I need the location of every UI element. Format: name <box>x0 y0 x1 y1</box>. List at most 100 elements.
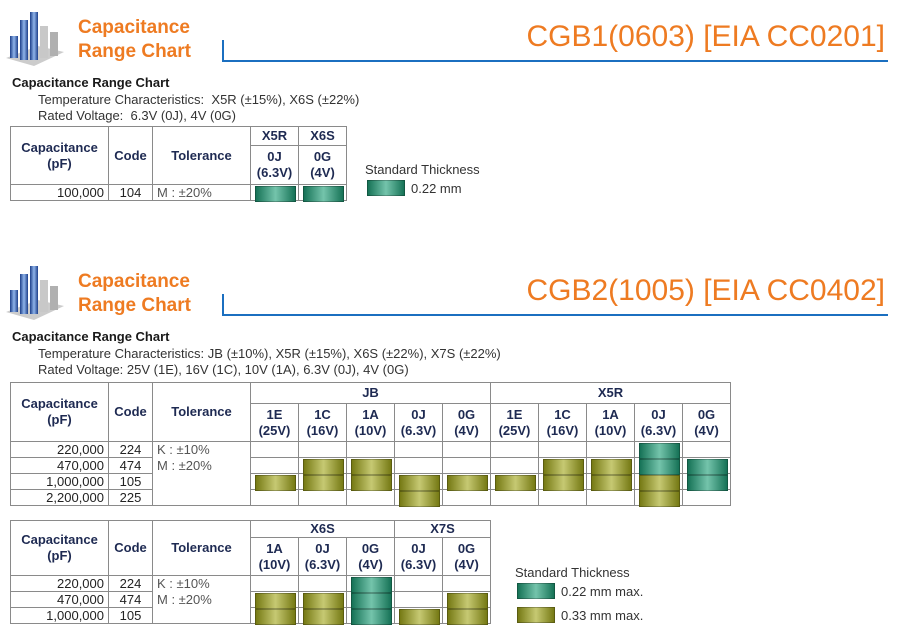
thickness-block <box>255 186 296 202</box>
range-cell <box>395 442 443 458</box>
group-header: X5R <box>491 383 731 404</box>
tolerance: K : ±10% <box>157 442 210 457</box>
rule-h <box>222 60 888 62</box>
temperature: Temperature Characteristics: JB (±10%), … <box>38 346 501 361</box>
range-cell <box>683 442 731 458</box>
voltage-header: 1C (16V) <box>539 404 587 442</box>
tolerance: M : ±20% <box>157 185 212 200</box>
rated-code: 1C <box>314 406 331 422</box>
capacitance: 220,000 <box>11 576 109 592</box>
thickness-block <box>303 186 344 202</box>
rated-voltage: (4V) <box>694 422 719 438</box>
voltage-header: 0J (6.3V) <box>395 404 443 442</box>
code: 225 <box>109 490 153 506</box>
thickness-block <box>255 593 296 609</box>
group-header: X5R <box>251 127 299 146</box>
capacitance: 470,000 <box>11 458 109 474</box>
header-capacitance: Capacitance (pF) <box>11 383 109 442</box>
header-code: Code <box>109 521 153 576</box>
thickness-block <box>303 593 344 609</box>
voltage-header: 0J (6.3V) <box>251 146 299 185</box>
rule-h <box>222 314 888 316</box>
legend-swatch <box>367 180 405 196</box>
rated-code: 1E <box>266 406 283 422</box>
icon <box>4 260 66 320</box>
legend-label: 0.22 mm <box>411 181 462 196</box>
rated-voltage: (6.3V) <box>400 556 437 572</box>
part-title: CGB2(1005) [EIA CC0402] <box>526 274 885 307</box>
legend-label: 0.22 mm max. <box>561 584 644 599</box>
capacitance: 1,000,000 <box>11 474 109 490</box>
legend-title: Standard Thickness <box>365 162 480 177</box>
section-title: Capacitance Range Chart <box>78 271 191 316</box>
capacitance: 1,000,000 <box>11 608 109 624</box>
rated-code: 0J <box>651 406 666 422</box>
thickness-block <box>591 459 632 475</box>
chart-icon <box>6 266 64 320</box>
range-cell <box>491 490 539 506</box>
rated-code: 0G <box>313 149 332 164</box>
thickness-block <box>495 475 536 491</box>
range-cell <box>347 490 395 506</box>
tolerance-cell: K : ±10% M : ±20% <box>153 576 251 624</box>
thickness-block <box>351 593 392 609</box>
thickness-block <box>447 475 488 491</box>
rated-voltage: (10V) <box>258 556 291 572</box>
thickness-block <box>543 475 584 491</box>
range-cell <box>587 442 635 458</box>
voltage-header: 1E (25V) <box>491 404 539 442</box>
rated-voltage: (10V) <box>594 422 627 438</box>
voltage-header: 0J (6.3V) <box>635 404 683 442</box>
temperature: Temperature Characteristics: X5R (±15%),… <box>38 92 360 107</box>
legend-swatch <box>517 583 555 599</box>
table: Capacitance (pF) Code Tolerance JB 1E (25V) 1C… <box>10 382 731 507</box>
range-cell <box>683 490 731 506</box>
voltage-header: 1A (10V) <box>347 404 395 442</box>
rated-voltage: (6.3V) <box>400 422 437 438</box>
range-cell <box>251 576 299 592</box>
rated-voltage: (4V) <box>358 556 383 572</box>
voltage-header: 1A (10V) <box>251 538 299 576</box>
tolerance: M : ±20% <box>157 592 212 607</box>
thickness-block <box>447 609 488 625</box>
rated-code: 1E <box>506 406 523 422</box>
header-code: Code <box>109 127 153 185</box>
voltage-header: 0J (6.3V) <box>395 538 443 576</box>
range-cell <box>251 490 299 506</box>
thickness-block <box>687 459 728 475</box>
part-title: CGB1(0603) [EIA CC0201] <box>526 20 885 53</box>
voltage-header: 0J (6.3V) <box>299 538 347 576</box>
voltage-header: 0G (4V) <box>443 538 491 576</box>
range-cell <box>299 490 347 506</box>
thickness-block <box>351 577 392 593</box>
range-cell <box>299 576 347 592</box>
rated-code: 1A <box>362 406 379 422</box>
voltage-header: 0G (4V) <box>683 404 731 442</box>
range-cell <box>395 458 443 474</box>
range-cell <box>587 490 635 506</box>
code: 474 <box>109 458 153 474</box>
thickness-block <box>399 491 440 507</box>
header-tolerance: Tolerance <box>153 521 251 576</box>
range-cell <box>299 442 347 458</box>
thickness-block <box>255 609 296 625</box>
table: Capacitance (pF) Code Tolerance X6S 1A (10V) 0… <box>10 520 491 625</box>
thickness-block <box>639 459 680 475</box>
range-cell <box>443 442 491 458</box>
voltage: Rated Voltage: 25V (1E), 16V (1C), 10V (… <box>38 362 409 377</box>
thickness-block <box>303 609 344 625</box>
rated-code: 0G <box>697 406 716 422</box>
legend-title: Standard Thickness <box>515 565 630 580</box>
thickness-block <box>351 475 392 491</box>
section-title: Capacitance Range Chart <box>78 17 191 62</box>
thickness-block <box>303 475 344 491</box>
rated-code: 1A <box>602 406 619 422</box>
thickness-block <box>399 609 440 625</box>
rated-voltage: (10V) <box>354 422 387 438</box>
rated-voltage: (4V) <box>310 165 335 180</box>
rated-code: 0G <box>361 540 380 556</box>
chart-icon <box>6 12 64 66</box>
rated-code: 0J <box>315 540 330 556</box>
range-cell <box>347 442 395 458</box>
